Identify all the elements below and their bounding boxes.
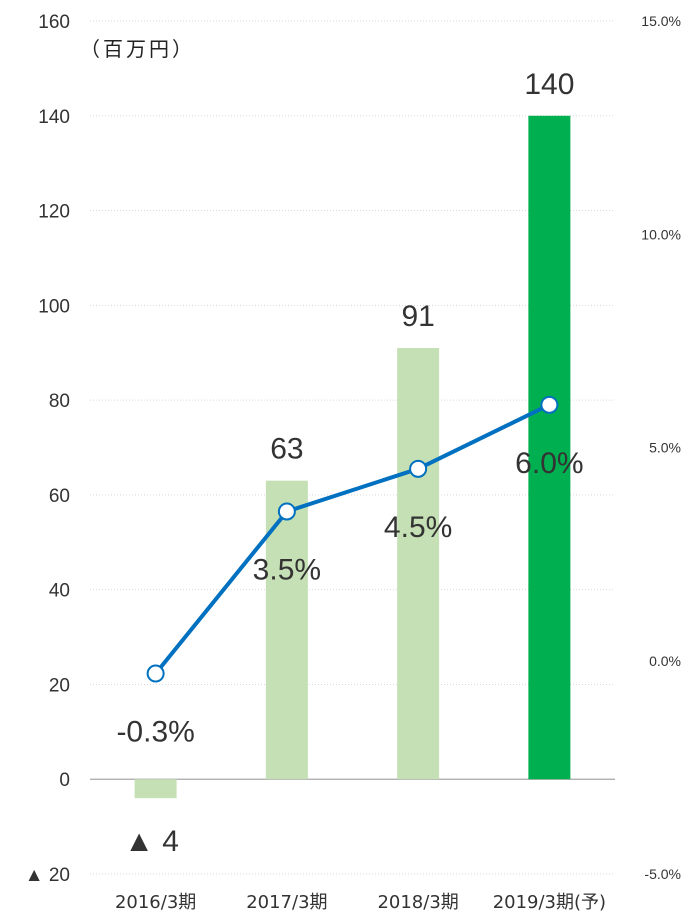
line-point <box>540 395 559 414</box>
line-series <box>154 403 551 675</box>
y-left-tick-label: 100 <box>38 296 70 317</box>
y-left-tick-label: 80 <box>49 391 70 412</box>
line-value-label: 6.0% <box>515 447 583 480</box>
line-point <box>277 502 296 521</box>
line-point <box>409 459 428 478</box>
bar-value-label: 63 <box>270 433 303 466</box>
bar-value-label: ▲ 4 <box>124 825 179 858</box>
y-left-tick-label: 120 <box>38 202 70 223</box>
y-right-tick-label: 5.0% <box>649 440 681 456</box>
x-tick-label: 2018/3期 <box>377 892 458 913</box>
y-left-tick-label: 140 <box>38 107 70 128</box>
y-left-tick-label: 0 <box>59 770 70 791</box>
bar <box>397 347 440 780</box>
x-tick-label: 2016/3期 <box>115 892 196 913</box>
labels: ▲ 4 63 91 140 2016/3期 2017/3期 2018/3期 2019/3期(予… <box>115 68 606 913</box>
bar <box>265 480 308 780</box>
y-left-tick-label: 60 <box>49 486 70 507</box>
y-right-tick-label: 0.0% <box>649 653 681 669</box>
line-point <box>146 664 165 683</box>
gridlines: ▲ 20 0 20 40 60 80 100 120 140 160 -5.0% 0.0% 5.0% 10… <box>25 12 681 886</box>
bar-value-label: 140 <box>524 68 574 101</box>
x-tick-label: 2017/3期 <box>246 892 327 913</box>
bar <box>134 779 177 799</box>
y-right-tick-label: 15.0% <box>641 13 681 29</box>
y-left-tick-label: ▲ 20 <box>25 865 70 886</box>
y-right-tick-label: 10.0% <box>641 226 681 242</box>
line-value-label: 4.5% <box>384 511 452 544</box>
unit-label: （百万円） <box>80 37 195 61</box>
bar <box>528 115 571 780</box>
y-right-tick-label: -5.0% <box>644 866 681 882</box>
y-left-tick-label: 40 <box>49 581 70 602</box>
ratio-line <box>146 395 559 683</box>
y-left-tick-label: 160 <box>38 12 70 33</box>
line-value-label: 3.5% <box>253 553 321 586</box>
y-left-tick-label: 20 <box>49 675 70 696</box>
line-value-label: -0.3% <box>116 716 194 749</box>
x-tick-label: 2019/3期(予) <box>493 892 606 913</box>
bars <box>134 115 571 799</box>
bar-value-label: 91 <box>401 300 434 333</box>
